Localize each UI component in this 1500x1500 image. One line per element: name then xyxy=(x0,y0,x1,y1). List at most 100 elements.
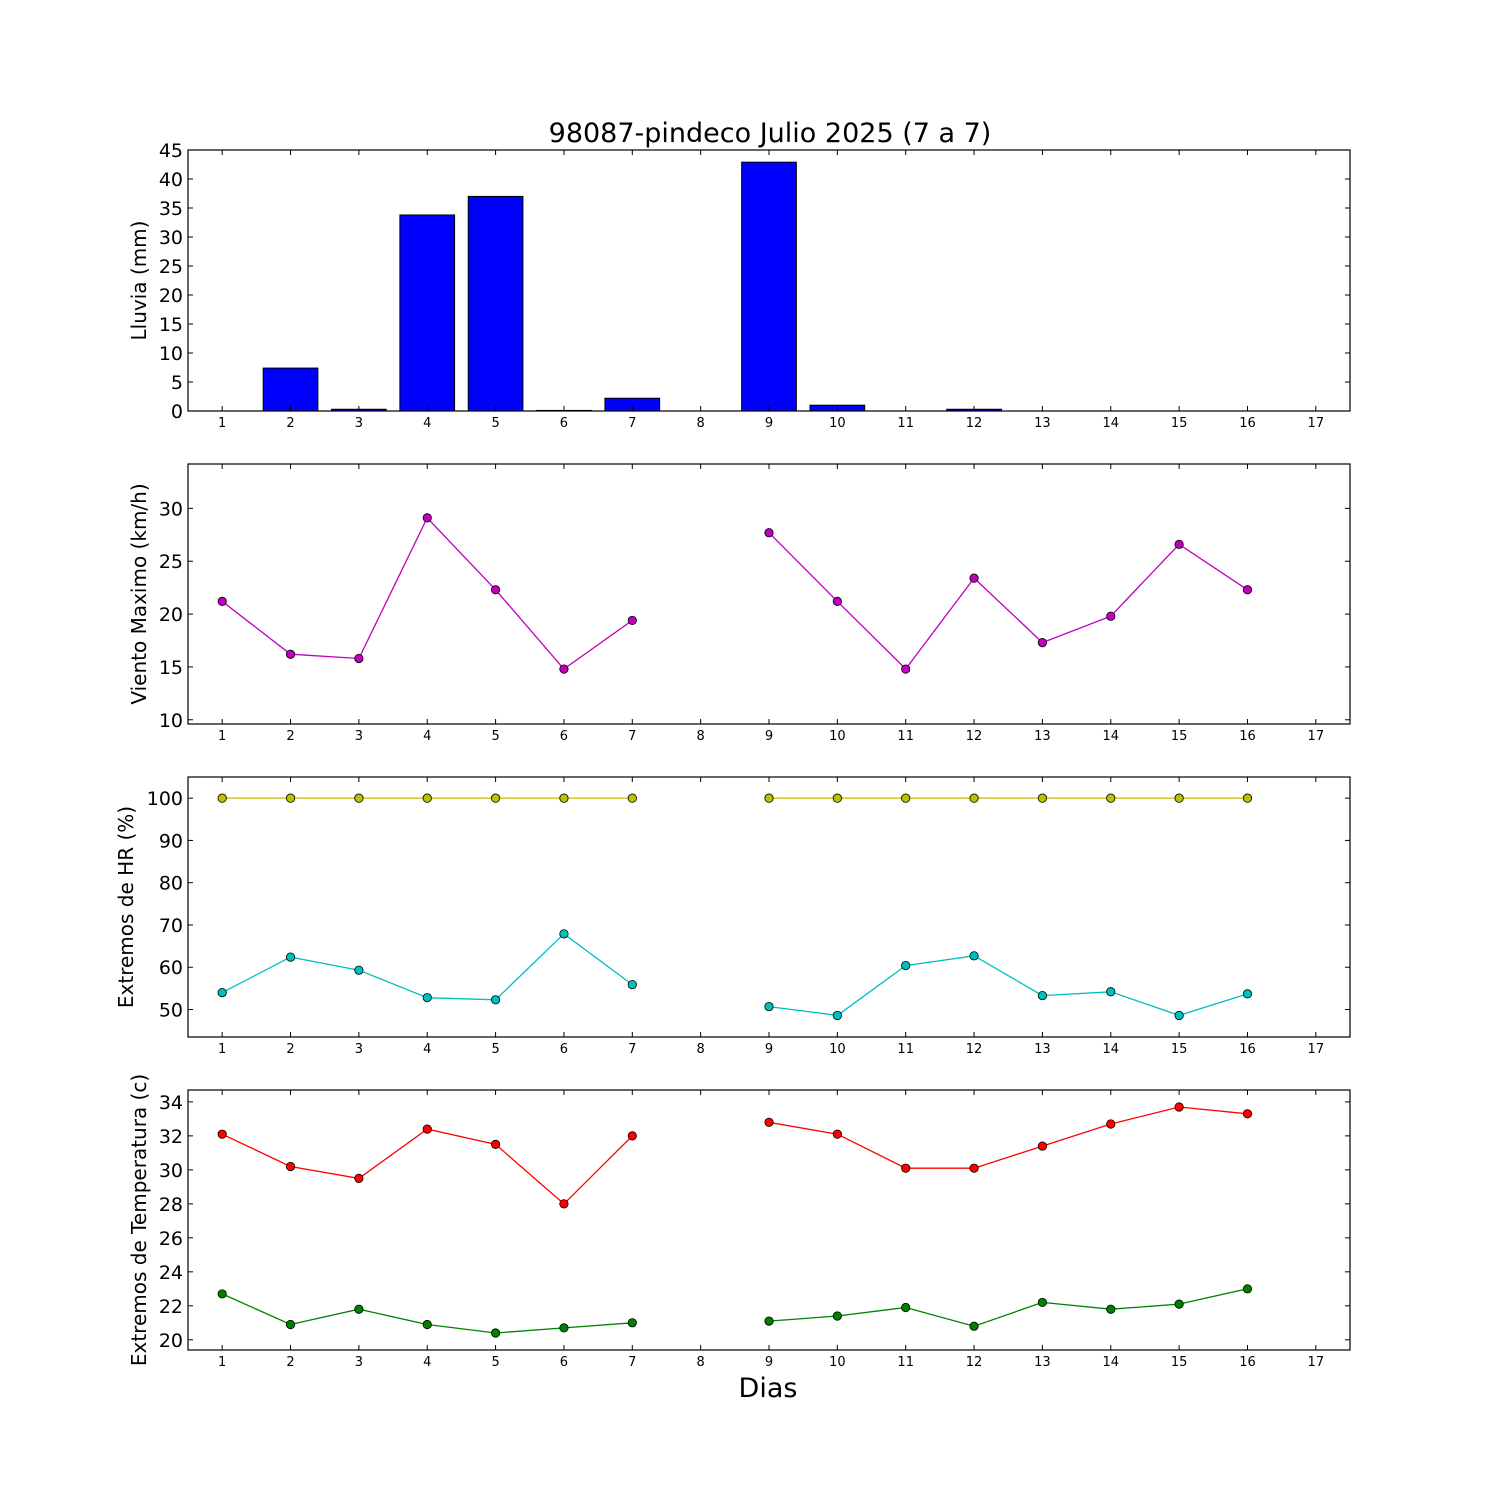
x-tick-label: 16 xyxy=(1239,1355,1256,1370)
series-1-point-day-11 xyxy=(901,1163,911,1173)
series-1-point-day-10 xyxy=(832,596,842,606)
y-tick-label: 20 xyxy=(159,1330,183,1352)
series-1-point-day-9 xyxy=(764,1117,774,1127)
series-2-point-day-5 xyxy=(490,995,501,1005)
x-tick-label: 16 xyxy=(1239,729,1256,744)
bar-day-4 xyxy=(399,214,456,412)
x-tick-label: 16 xyxy=(1239,1042,1256,1057)
x-tick-label: 6 xyxy=(560,729,568,744)
series-1-point-day-13 xyxy=(1037,638,1048,648)
x-tick-label: 4 xyxy=(423,1042,431,1057)
x-tick-label: 16 xyxy=(1239,416,1256,431)
x-tick-label: 13 xyxy=(1034,1355,1051,1370)
x-tick-label: 13 xyxy=(1034,416,1051,431)
series-1-point-day-5 xyxy=(490,1139,501,1149)
x-tick-label: 11 xyxy=(897,1042,914,1057)
x-tick-label: 14 xyxy=(1102,729,1119,744)
x-tick-label: 12 xyxy=(966,416,983,431)
x-tick-label: 14 xyxy=(1102,1355,1119,1370)
y-tick-label: 45 xyxy=(159,140,183,162)
panels: 1 2 3 4 5 6 7 8 9 10 11 12 13 14 15 16 17051015202530354… xyxy=(114,140,1351,1370)
series-1-point-day-14 xyxy=(1106,793,1116,803)
series-1-point-day-14 xyxy=(1106,611,1116,621)
series-2-point-day-14 xyxy=(1106,1304,1116,1314)
x-tick-label: 11 xyxy=(897,729,914,744)
panel-3: 1 2 3 4 5 6 7 8 9 10 11 12 13 14 15 16 175060708090100Ex… xyxy=(114,776,1351,1057)
series-2-point-day-2 xyxy=(285,1319,296,1330)
y-tick-label: 25 xyxy=(159,256,183,278)
x-tick-label: 5 xyxy=(491,729,499,744)
x-tick-label: 15 xyxy=(1171,416,1188,431)
series-2-point-day-14 xyxy=(1106,987,1116,997)
x-tick-label: 7 xyxy=(628,416,636,431)
x-tick-label: 3 xyxy=(355,416,363,431)
series-1-point-day-2 xyxy=(285,793,296,803)
y-tick-label: 24 xyxy=(159,1262,183,1284)
x-tick-label: 10 xyxy=(829,729,846,744)
series-1-line-1 xyxy=(221,516,633,670)
x-tick-label: 2 xyxy=(286,416,294,431)
series-1-point-day-3 xyxy=(354,793,364,803)
y-tick-label: 40 xyxy=(159,169,183,191)
axes-frame xyxy=(187,776,1351,1038)
x-tick-label: 7 xyxy=(628,729,636,744)
chart-title: 98087-pindeco Julio 2025 (7 a 7) xyxy=(549,118,992,149)
series-2-point-day-4 xyxy=(422,993,432,1003)
x-tick-label: 13 xyxy=(1034,1042,1051,1057)
x-tick-label: 10 xyxy=(829,1355,846,1370)
bar-day-5 xyxy=(467,195,524,412)
x-tick-label: 12 xyxy=(966,1355,983,1370)
x-tick-label: 1 xyxy=(218,729,226,744)
series-1-point-day-9 xyxy=(764,793,774,803)
series-1-point-day-3 xyxy=(354,1173,364,1183)
x-tick-label: 3 xyxy=(355,1355,363,1370)
x-axis-label: Dias xyxy=(739,1373,798,1404)
panel-2: 1 2 3 4 5 6 7 8 9 10 11 12 13 14 15 16 171015202530Vient… xyxy=(127,463,1351,744)
x-tick-label: 1 xyxy=(218,1355,226,1370)
y-axis-label: Extremos de HR (%) xyxy=(114,806,138,1008)
series-2-point-day-11 xyxy=(901,1302,911,1313)
series-2-point-day-13 xyxy=(1037,990,1048,1001)
x-tick-label: 6 xyxy=(560,1355,568,1370)
series-1-point-day-9 xyxy=(764,528,774,538)
series-2-point-day-16 xyxy=(1242,1284,1253,1294)
series-2-line-2 xyxy=(768,1288,1248,1327)
series-1-point-day-2 xyxy=(285,649,296,659)
x-tick-label: 17 xyxy=(1308,1355,1325,1370)
y-tick-label: 22 xyxy=(159,1296,183,1318)
series-1-point-day-16 xyxy=(1242,585,1253,595)
x-tick-label: 3 xyxy=(355,729,363,744)
x-tick-label: 7 xyxy=(628,1042,636,1057)
x-tick-label: 2 xyxy=(286,1355,294,1370)
x-tick-label: 13 xyxy=(1034,729,1051,744)
y-tick-label: 34 xyxy=(159,1092,183,1114)
series-1-point-day-6 xyxy=(559,793,569,803)
series-2-point-day-15 xyxy=(1174,1299,1184,1309)
series-2-point-day-10 xyxy=(832,1311,842,1321)
series-2-point-day-16 xyxy=(1242,989,1253,999)
series-1-line-2 xyxy=(768,532,1248,670)
y-tick-label: 15 xyxy=(159,657,183,679)
series-1-point-day-1 xyxy=(217,596,227,606)
x-tick-label: 4 xyxy=(423,729,431,744)
x-tick-label: 11 xyxy=(897,416,914,431)
series-1-point-day-6 xyxy=(559,1199,569,1209)
x-tick-label: 15 xyxy=(1171,729,1188,744)
series-1-point-day-16 xyxy=(1242,793,1253,803)
series-1-point-day-11 xyxy=(901,664,911,674)
series-1-point-day-4 xyxy=(422,513,432,523)
y-tick-label: 50 xyxy=(159,1000,183,1022)
series-1-point-day-4 xyxy=(422,1124,432,1134)
series-2-point-day-3 xyxy=(354,1304,364,1314)
series-2-point-day-9 xyxy=(764,1316,774,1326)
x-tick-label: 8 xyxy=(697,1042,705,1057)
y-tick-label: 90 xyxy=(159,830,183,852)
series-1-point-day-7 xyxy=(627,615,637,626)
series-1-point-day-15 xyxy=(1174,539,1184,549)
series-1-point-day-10 xyxy=(832,1129,842,1139)
y-tick-label: 35 xyxy=(159,198,183,220)
x-tick-label: 9 xyxy=(765,1355,773,1370)
series-1-point-day-5 xyxy=(490,585,501,595)
x-tick-label: 8 xyxy=(697,1355,705,1370)
y-tick-label: 70 xyxy=(159,915,183,937)
